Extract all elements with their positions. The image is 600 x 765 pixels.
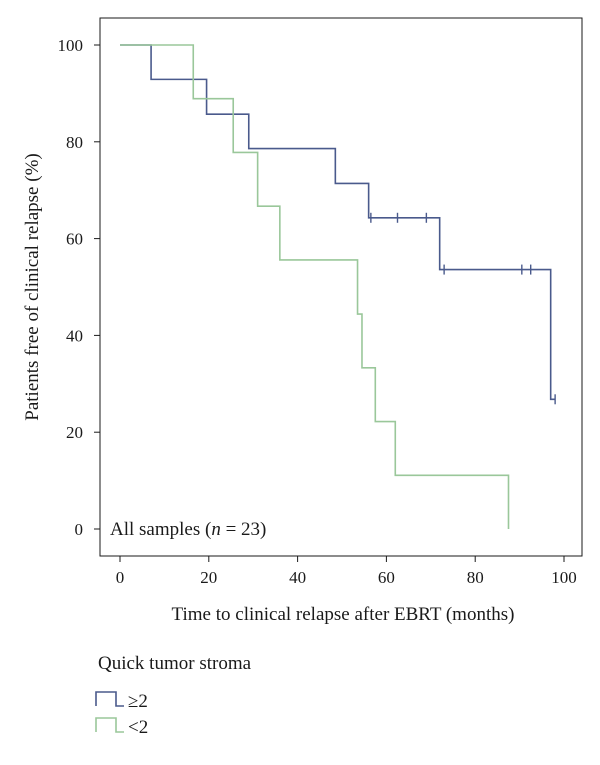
series-step-line: [120, 44, 556, 401]
y-tick-label: 60: [66, 230, 83, 249]
y-tick-label: 80: [66, 133, 83, 152]
series-layer: [120, 44, 556, 529]
x-axis-ticks: 0 20 40 60 80 100: [116, 556, 577, 587]
legend-label: ≥2: [128, 691, 148, 712]
legend-swatch: [95, 717, 124, 733]
x-tick-label: 60: [378, 568, 395, 587]
series-2: [120, 44, 510, 529]
sample-annotation-prefix: All samples (: [110, 519, 211, 540]
sample-annotation-n: n: [211, 519, 221, 540]
plot-frame: [99, 17, 583, 557]
x-tick-label: 100: [551, 568, 577, 587]
sample-annotation-suffix: = 23): [221, 519, 267, 540]
y-tick-label: 0: [75, 520, 84, 539]
y-axis-title: Patients free of clinical relapse (%): [22, 153, 43, 420]
x-axis-title: Time to clinical relapse after EBRT (mon…: [172, 604, 515, 625]
legend-item-1: ≥2: [95, 691, 148, 712]
legend-title: Quick tumor stroma: [98, 653, 252, 674]
legend-label: <2: [128, 717, 148, 738]
plot-border: [99, 17, 583, 557]
sample-annotation: All samples (n = 23): [110, 519, 266, 540]
legend-swatch: [95, 691, 124, 707]
legend: ≥2<2: [95, 691, 148, 738]
y-tick-label: 100: [58, 36, 84, 55]
y-tick-label: 40: [66, 326, 83, 345]
x-tick-label: 80: [467, 568, 484, 587]
y-tick-label: 20: [66, 423, 83, 442]
y-axis-ticks: 0 20 40 60 80 100: [58, 36, 100, 539]
x-tick-label: 40: [289, 568, 306, 587]
series-step-line: [120, 44, 510, 529]
x-tick-label: 0: [116, 568, 125, 587]
legend-item-2: <2: [95, 717, 148, 738]
x-tick-label: 20: [200, 568, 217, 587]
series-1: [120, 44, 556, 405]
